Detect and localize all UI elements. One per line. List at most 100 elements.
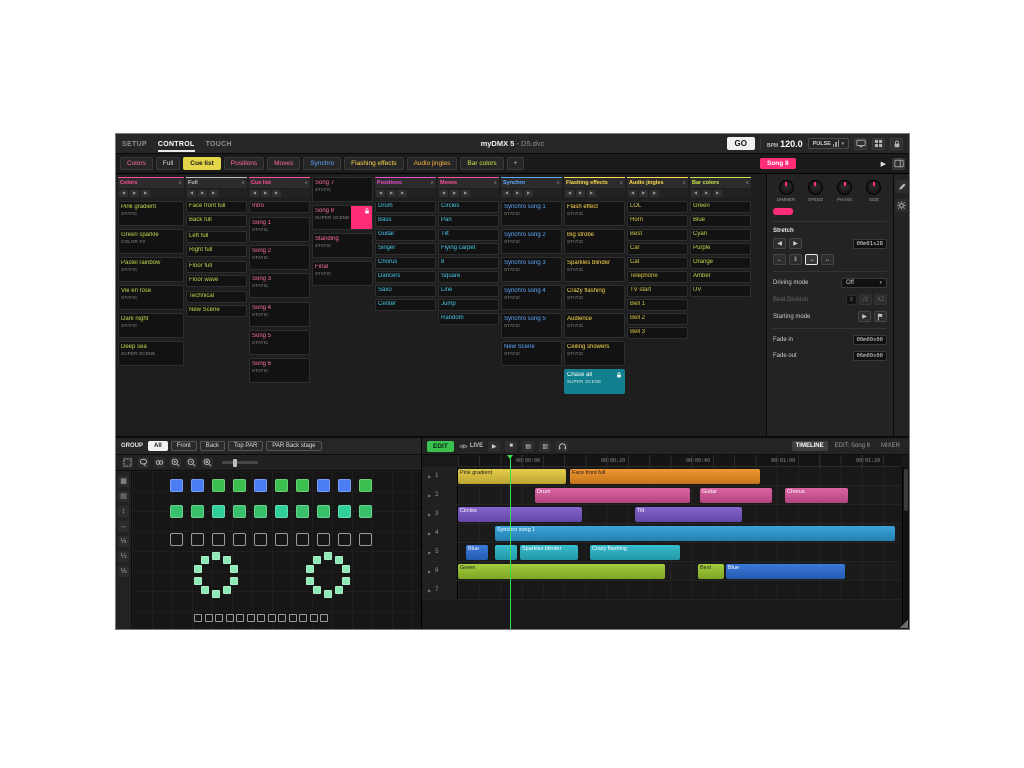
play-icon[interactable]: ▶ [198, 190, 207, 197]
fixture-square[interactable] [170, 533, 183, 546]
skip-back-icon[interactable]: ◀ [502, 190, 511, 197]
collapse-icon[interactable]: ∧ [619, 180, 623, 186]
cue-cell-new-scene[interactable]: New Scene [186, 305, 247, 317]
group-button-all[interactable]: All [148, 441, 168, 451]
fixture-square[interactable] [317, 505, 330, 518]
fixture-square[interactable] [324, 552, 332, 560]
fixture-square[interactable] [215, 614, 223, 622]
fixture-square[interactable] [359, 505, 372, 518]
go-button[interactable]: GO [726, 137, 755, 150]
skip-forward-icon[interactable]: ▶ [398, 190, 407, 197]
cue-cell-purple[interactable]: Purple [690, 243, 751, 255]
fixture-square[interactable] [278, 614, 286, 622]
cue-cell-synchro-song-2[interactable]: Synchro song 2 STATIC [501, 229, 562, 254]
expand-icon[interactable]: ▶ [428, 568, 432, 574]
play-icon[interactable]: ▶ [261, 190, 270, 197]
cue-cell-bell-2[interactable]: Bell 2 [627, 313, 688, 325]
layout-grid-icon[interactable] [872, 137, 885, 150]
fixture-square[interactable] [194, 614, 202, 622]
cue-cell-right-full[interactable]: Right full [186, 245, 247, 257]
cue-cell-saxo[interactable]: Saxo [375, 285, 436, 297]
fixture-square[interactable] [305, 565, 314, 574]
arrange-vertical-icon[interactable]: ↕ [118, 506, 129, 517]
timeline-block-crazy-flashing[interactable]: Crazy flashing [590, 545, 680, 560]
zoom-slider-thumb[interactable] [232, 458, 237, 467]
fixture-square[interactable] [342, 576, 351, 585]
expand-icon[interactable]: ▶ [428, 587, 432, 593]
play-icon[interactable]: ▶ [130, 190, 139, 197]
fixture-square[interactable] [309, 614, 318, 622]
skip-forward-icon[interactable]: ▶ [524, 190, 533, 197]
cue-cell-drum[interactable]: Drum [375, 201, 436, 213]
timeline-block-tilt[interactable]: Tilt [635, 507, 742, 522]
fixture-square[interactable] [324, 590, 332, 598]
track-header[interactable]: ▶ 3 [422, 505, 458, 523]
fixture-square[interactable] [317, 479, 330, 492]
zoom-in-icon[interactable] [170, 457, 181, 468]
cue-cell-deep-sea[interactable]: Deep sea SUPER SCENE [118, 341, 184, 366]
select-rectangle-icon[interactable] [122, 457, 133, 468]
fixture-square[interactable] [170, 479, 183, 492]
cue-cell-uv[interactable]: UV [690, 285, 751, 297]
play-icon[interactable]: ▶ [450, 190, 459, 197]
timeline-block-green[interactable]: Green [458, 564, 665, 579]
timeline-block-pink-gradient[interactable]: Pink gradient [458, 469, 566, 484]
fixture-square[interactable] [193, 576, 202, 585]
track-lane[interactable]: Blue Sparkles blinder Crazy flashing [458, 543, 901, 561]
selected-scene-chip[interactable]: Song 8 [760, 158, 796, 169]
fixture-square[interactable] [223, 586, 232, 595]
fixture-square[interactable] [338, 505, 351, 518]
cue-cell-song-3[interactable]: Song 3 STATIC [249, 273, 310, 298]
play-icon[interactable]: ▶ [387, 190, 396, 197]
expand-icon[interactable]: ▶ [428, 549, 432, 555]
timeline-block-blue[interactable]: Blue [726, 564, 845, 579]
cue-cell-bell-1[interactable]: Bell 1 [627, 299, 688, 311]
fixture-square[interactable] [204, 614, 213, 622]
cue-cell-ceiling-showers[interactable]: Ceiling showers STATIC [564, 341, 625, 366]
fixture-square[interactable] [288, 614, 297, 622]
skip-forward-icon[interactable]: ▶ [587, 190, 596, 197]
fixture-square[interactable] [267, 614, 276, 622]
cue-cell-song-1[interactable]: Song 1 STATIC [249, 217, 310, 242]
skip-back-icon[interactable]: ◀ [565, 190, 574, 197]
cue-cell-big-strobe[interactable]: Big strobe STATIC [564, 229, 625, 254]
fixture-square[interactable] [200, 586, 209, 595]
timeline-block-synchro-song-1[interactable]: Synchro song 1 [495, 526, 895, 541]
group-button-top-par[interactable]: Top PAR [228, 441, 264, 451]
skip-back-icon[interactable]: ◀ [691, 190, 700, 197]
group-button-front[interactable]: Front [170, 441, 197, 451]
cue-cell-floor-full[interactable]: Floor full [186, 261, 247, 273]
cue-cell-circles[interactable]: Circles [438, 201, 499, 213]
cue-cell-green[interactable]: Green [690, 201, 751, 213]
skip-back-icon[interactable]: ◀ [439, 190, 448, 197]
tab-mixer[interactable]: MIXER [880, 443, 900, 449]
scrollbar-thumb[interactable] [904, 469, 908, 511]
fixture-square[interactable] [299, 614, 307, 622]
fixture-square[interactable] [338, 533, 351, 546]
fixture-square[interactable] [275, 533, 288, 546]
zoom-fit-icon[interactable] [202, 457, 213, 468]
fixture-square[interactable] [212, 552, 220, 560]
timeline-ruler[interactable]: 00:00:00 00:00:20 00:00:40 00:01:00 00:01:20 [458, 455, 901, 467]
expand-icon[interactable]: ▶ [428, 530, 432, 536]
pulse-button[interactable]: PULSE ▾ [807, 138, 849, 149]
skip-back-icon[interactable]: ◀ [250, 190, 259, 197]
resize-grip[interactable] [899, 619, 908, 628]
expand-icon[interactable]: ▶ [428, 473, 432, 479]
fixture-square[interactable] [225, 614, 234, 622]
headphones-icon[interactable] [556, 440, 569, 452]
collapse-icon[interactable]: ∧ [745, 180, 749, 186]
cue-cell-song-2[interactable]: Song 2 STATIC [249, 245, 310, 270]
play-icon[interactable]: ▶ [513, 190, 522, 197]
fixture-square[interactable] [296, 533, 309, 546]
cue-cell-chorus[interactable]: Chorus [375, 257, 436, 269]
cue-cell-pink-gradient[interactable]: Pink gradient STATIC [118, 201, 184, 226]
cue-cell-vie-en-rose[interactable]: Vie en rose STATIC [118, 285, 184, 310]
grid-view-icon[interactable]: ▦ [118, 476, 129, 487]
track-lane[interactable]: Circles Tilt [458, 505, 901, 523]
fixture-square[interactable] [212, 590, 220, 598]
cue-cell-square[interactable]: Square [438, 271, 499, 283]
cue-cell-bass[interactable]: Bass [375, 215, 436, 227]
cue-cell-amber[interactable]: Amber [690, 271, 751, 283]
cue-cell-standing[interactable]: Standing STATIC [312, 233, 373, 258]
